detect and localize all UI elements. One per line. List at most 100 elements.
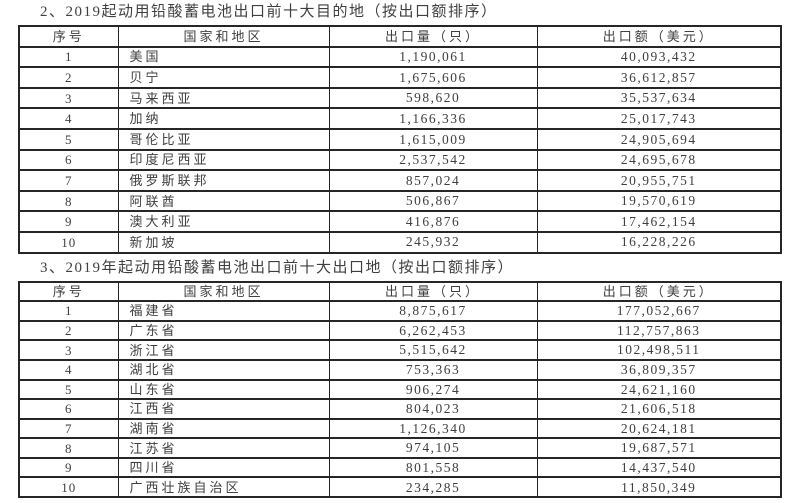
quantity-cell: 804,023: [328, 398, 538, 420]
value-cell: 24,621,160: [536, 378, 782, 401]
quantity-cell: 2,537,542: [328, 148, 538, 172]
column-header: 出口量（只）: [328, 280, 538, 303]
column-header: 国家和地区: [117, 25, 330, 48]
quantity-cell: 1,615,009: [328, 127, 538, 151]
section-top-export-origins: 3、2019年起动用铅酸蓄电池出口前十大出口地（按出口额排序） 序号 国家和地区出…: [18, 258, 800, 499]
quantity-cell: 1,675,606: [328, 66, 538, 89]
rank-cell: 3: [18, 339, 119, 361]
region-cell: 印度尼西亚: [117, 148, 330, 172]
column-header: 序号: [18, 25, 119, 48]
origins-table-title: 3、2019年起动用铅酸蓄电池出口前十大出口地（按出口额排序）: [40, 259, 515, 276]
value-cell: 19,687,571: [536, 437, 782, 459]
region-cell: 江西省: [117, 398, 330, 420]
column-header: 出口额（美元）: [536, 280, 782, 303]
table-row: 10 广西壮族自治区 234,285 11,850,349: [18, 476, 782, 499]
quantity-cell: 8,875,617: [328, 300, 538, 322]
table-row: 3 浙江省 5,515,642 102,498,511: [18, 339, 782, 361]
quantity-cell: 1,190,061: [328, 45, 538, 69]
value-cell: 14,437,540: [536, 456, 782, 479]
quantity-cell: 906,274: [328, 378, 538, 401]
rank-cell: 4: [18, 358, 119, 381]
value-cell: 35,537,634: [536, 86, 782, 110]
quantity-cell: 857,024: [328, 169, 538, 192]
region-cell: 阿联酋: [117, 189, 330, 213]
value-cell: 17,462,154: [536, 210, 782, 233]
table-row: 10 新加坡 245,932 16,228,226: [18, 230, 782, 254]
table-row: 1 美国 1,190,061 40,093,432: [18, 45, 782, 69]
quantity-cell: 234,285: [328, 476, 538, 499]
header-row: 序号 国家和地区 出口量（只） 出口额（美元）: [18, 25, 782, 48]
table-row: 5 山东省 906,274 24,621,160: [18, 378, 782, 401]
rank-cell: 4: [18, 107, 119, 130]
table-row: 7 俄罗斯联邦 857,024 20,955,751: [18, 169, 782, 192]
value-cell: 112,757,863: [536, 319, 782, 342]
rank-cell: 9: [18, 456, 119, 479]
quantity-cell: 598,620: [328, 86, 538, 110]
table-row: 7 湖南省 1,126,340 20,624,181: [18, 417, 782, 440]
rank-cell: 6: [18, 398, 119, 420]
region-cell: 福建省: [117, 300, 330, 322]
quantity-cell: 506,867: [328, 189, 538, 213]
quantity-cell: 753,363: [328, 358, 538, 381]
rank-cell: 1: [18, 300, 119, 322]
header-row: 序号 国家和地区 出口量（只） 出口额（美元）: [18, 280, 782, 303]
value-cell: 102,498,511: [536, 339, 782, 361]
destinations-table: 序号 国家和地区 出口量（只） 出口额（美元） 1 美国 1,190,061 40,093,4…: [18, 25, 782, 254]
region-cell: 新加坡: [117, 230, 330, 254]
value-cell: 36,809,357: [536, 358, 782, 381]
rank-cell: 9: [18, 210, 119, 233]
table-row: 6 印度尼西亚 2,537,542 24,695,678: [18, 148, 782, 172]
region-cell: 湖北省: [117, 358, 330, 381]
value-cell: 25,017,743: [536, 107, 782, 130]
quantity-cell: 245,932: [328, 230, 538, 254]
quantity-cell: 416,876: [328, 210, 538, 233]
rank-cell: 10: [18, 230, 119, 254]
table-row: 6 江西省 804,023 21,606,518: [18, 398, 782, 420]
value-cell: 177,052,667: [536, 300, 782, 322]
value-cell: 40,093,432: [536, 45, 782, 69]
quantity-cell: 974,105: [328, 437, 538, 459]
table-row: 9 四川省 801,558 14,437,540: [18, 456, 782, 479]
quantity-cell: 801,558: [328, 456, 538, 479]
region-cell: 哥伦比亚: [117, 127, 330, 151]
value-cell: 11,850,349: [536, 476, 782, 499]
region-cell: 山东省: [117, 378, 330, 401]
rank-cell: 6: [18, 148, 119, 172]
region-cell: 加纳: [117, 107, 330, 130]
table-row: 2 贝宁 1,675,606 36,612,857: [18, 66, 782, 89]
rank-cell: 8: [18, 189, 119, 213]
table-row: 1 福建省 8,875,617 177,052,667: [18, 300, 782, 322]
region-cell: 马来西亚: [117, 86, 330, 110]
region-cell: 澳大利亚: [117, 210, 330, 233]
value-cell: 20,624,181: [536, 417, 782, 440]
rank-cell: 1: [18, 45, 119, 69]
region-cell: 四川省: [117, 456, 330, 479]
section-top-destinations: 2、2019起动用铅酸蓄电池出口前十大目的地（按出口额排序） 序号 国家和地区 出口…: [18, 2, 800, 254]
region-cell: 俄罗斯联邦: [117, 169, 330, 192]
value-cell: 21,606,518: [536, 398, 782, 420]
region-cell: 贝宁: [117, 66, 330, 89]
region-cell: 浙江省: [117, 339, 330, 361]
value-cell: 36,612,857: [536, 66, 782, 89]
destinations-table-title: 2、2019起动用铅酸蓄电池出口前十大目的地（按出口额排序）: [40, 4, 498, 20]
table-row: 8 阿联酋 506,867 19,570,619: [18, 189, 782, 213]
origins-table: 序号 国家和地区 出口量（只） 出口额（美元） 1 福建省 8,875,617 177,052…: [18, 280, 782, 499]
table-row: 8 江苏省 974,105 19,687,571: [18, 437, 782, 459]
column-header: 国家和地区: [117, 280, 330, 303]
rank-cell: 2: [18, 319, 119, 342]
value-cell: 19,570,619: [536, 189, 782, 213]
quantity-cell: 1,126,340: [328, 417, 538, 440]
quantity-cell: 5,515,642: [328, 339, 538, 361]
value-cell: 24,905,694: [536, 127, 782, 151]
quantity-cell: 1,166,336: [328, 107, 538, 130]
rank-cell: 5: [18, 127, 119, 151]
region-cell: 广东省: [117, 319, 330, 342]
region-cell: 美国: [117, 45, 330, 69]
region-cell: 湖南省: [117, 417, 330, 440]
table-row: 9 澳大利亚 416,876 17,462,154: [18, 210, 782, 233]
column-header: 序号: [18, 280, 119, 303]
table-row: 4 加纳 1,166,336 25,017,743: [18, 107, 782, 130]
value-cell: 24,695,678: [536, 148, 782, 172]
rank-cell: 8: [18, 437, 119, 459]
